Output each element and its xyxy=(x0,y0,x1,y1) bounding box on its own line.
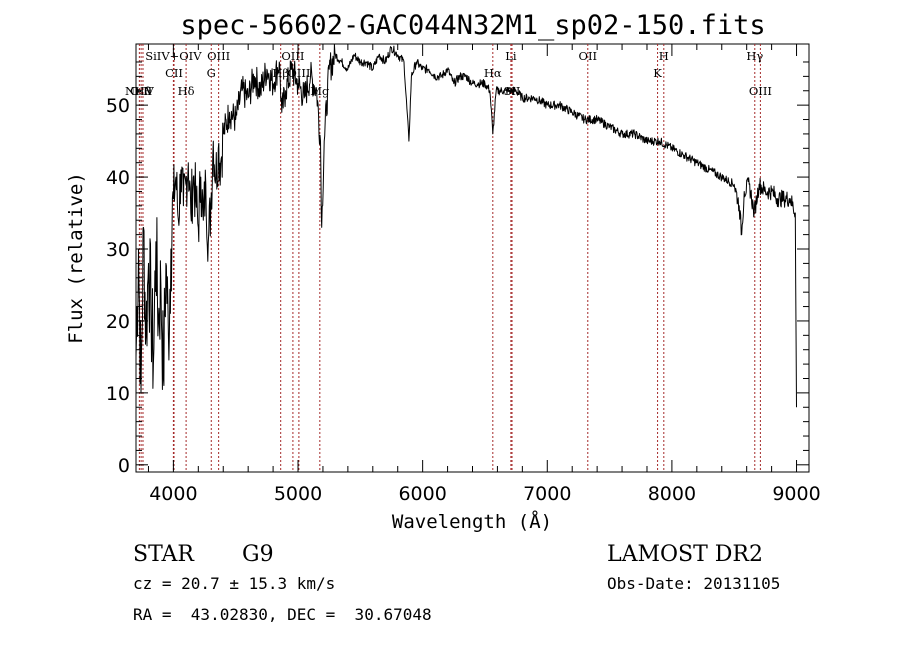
survey-name: LAMOST DR2 xyxy=(607,542,763,567)
spectral-line-label: Hγ xyxy=(746,49,763,63)
spectral-line-label: OIII xyxy=(749,84,772,98)
x-tick-label: 8000 xyxy=(648,483,696,505)
x-axis-label: Wavelength (Å) xyxy=(392,510,552,533)
axis-ticks xyxy=(136,44,809,472)
spectral-line-labels: Ne VO IIHθSiIV+OIVCIIHδGOIIIHβOIIIOIIIMg… xyxy=(125,49,772,98)
tick-labels: 4000 5000 6000 7000 8000 9000 0 10 20 30 40 50 xyxy=(106,95,821,505)
x-tick-label: 4000 xyxy=(149,483,197,505)
y-tick-label: 30 xyxy=(106,239,130,261)
spectral-line-label: OIII xyxy=(207,49,230,63)
spectral-line-label: Li xyxy=(505,49,517,63)
coordinates: RA = 43.02830, DEC = 30.67048 xyxy=(133,605,432,624)
series-group xyxy=(135,43,797,408)
redshift-value: cz = 20.7 ± 15.3 km/s xyxy=(133,574,335,593)
y-tick-label: 0 xyxy=(118,455,130,477)
spectral-line-label: Hδ xyxy=(178,84,195,98)
spectral-line-label: H xyxy=(659,49,669,63)
spectral-line-label: K xyxy=(653,66,662,80)
spectral-line-label: CII xyxy=(165,66,183,80)
x-tick-label: 6000 xyxy=(398,483,446,505)
x-tick-label: 9000 xyxy=(772,483,820,505)
spectral-line-label: OII xyxy=(579,49,598,63)
spectral-line-markers xyxy=(138,44,761,472)
spectral-line-label: OIII xyxy=(281,49,304,63)
object-subclass: G9 xyxy=(242,542,274,567)
y-axis-label: Flux (relative) xyxy=(65,172,87,344)
object-class: STAR xyxy=(133,542,195,567)
observation-date: Obs-Date: 20131105 xyxy=(607,574,780,593)
chart-title: spec-56602-GAC044N32M1_sp02-150.fits xyxy=(180,10,765,41)
x-tick-label: 7000 xyxy=(523,483,571,505)
spectrum-line xyxy=(135,43,797,408)
spectral-line-label: Hθ xyxy=(135,84,152,98)
y-tick-label: 50 xyxy=(106,95,130,117)
spectral-line-label: Hα xyxy=(484,66,502,80)
x-tick-label: 5000 xyxy=(274,483,322,505)
y-tick-label: 40 xyxy=(106,167,130,189)
spectral-line-label: G xyxy=(207,66,216,80)
y-tick-label: 20 xyxy=(106,311,130,333)
y-tick-label: 10 xyxy=(106,383,130,405)
